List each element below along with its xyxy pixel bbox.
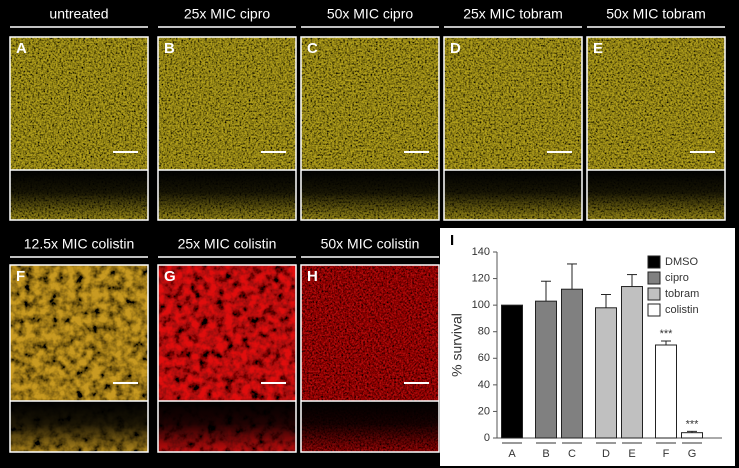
panel-frame — [300, 264, 440, 453]
panel-letter: B — [164, 40, 175, 57]
side-view-shade — [10, 401, 148, 452]
panel-frame — [157, 264, 297, 453]
panel-letter: C — [307, 40, 318, 57]
y-tick-label: 120 — [472, 272, 490, 284]
x-tick-label: C — [568, 448, 576, 460]
legend-label: colistin — [665, 304, 699, 316]
y-tick-label: 20 — [478, 405, 490, 417]
y-tick-label: 140 — [472, 246, 490, 258]
micrograph — [158, 265, 296, 401]
micrograph — [10, 265, 148, 401]
legend-label: tobram — [665, 288, 699, 300]
x-tick-label: B — [542, 448, 549, 460]
panel-frame — [443, 36, 583, 221]
bar — [621, 286, 643, 439]
panel-letter: A — [16, 40, 27, 57]
panel-letter: G — [164, 268, 176, 285]
side-view-shade — [301, 401, 439, 452]
panel-title: 25x MIC colistin — [178, 236, 277, 252]
y-tick-label: 80 — [478, 326, 490, 338]
legend-swatch — [647, 287, 661, 301]
micrograph — [587, 37, 725, 170]
micrograph — [444, 37, 582, 170]
panel-title: 25x MIC tobram — [463, 6, 563, 22]
legend-label: cipro — [665, 272, 689, 284]
panel-frame — [9, 36, 149, 221]
side-view-shade — [10, 170, 148, 220]
panel-title: 25x MIC cipro — [184, 6, 271, 22]
y-axis-label: % survival — [449, 313, 465, 377]
side-view-shade — [301, 170, 439, 220]
x-tick-label: G — [688, 448, 697, 460]
micrograph — [301, 37, 439, 170]
legend-swatch — [647, 255, 661, 269]
side-view-shade — [444, 170, 582, 220]
legend-swatch — [647, 271, 661, 285]
y-tick-label: 100 — [472, 299, 490, 311]
panel-title: 50x MIC cipro — [327, 6, 414, 22]
chart-panel-letter: I — [450, 232, 454, 249]
legend-swatch — [647, 303, 661, 317]
panel-title: 12.5x MIC colistin — [24, 236, 134, 252]
panel-letter: F — [16, 268, 25, 285]
panel-title: untreated — [49, 6, 108, 22]
legend-label: DMSO — [665, 256, 698, 268]
significance: *** — [686, 418, 700, 430]
bar — [655, 344, 677, 439]
significance: *** — [660, 328, 674, 340]
side-view-shade — [158, 170, 296, 220]
panel-letter: D — [450, 40, 461, 57]
bar — [561, 288, 583, 439]
x-tick-label: A — [508, 448, 516, 460]
x-tick-label: D — [602, 448, 610, 460]
micrograph — [301, 265, 439, 401]
panel-title: 50x MIC colistin — [321, 236, 420, 252]
side-view-shade — [158, 401, 296, 452]
panel-frame — [586, 36, 726, 221]
y-tick-label: 40 — [478, 379, 490, 391]
bar — [681, 432, 703, 439]
x-tick-label: F — [663, 448, 670, 460]
chart-background — [440, 228, 735, 466]
panel-title: 50x MIC tobram — [606, 6, 706, 22]
y-tick-label: 0 — [484, 432, 490, 444]
side-view-shade — [587, 170, 725, 220]
bar — [501, 304, 523, 439]
panel-frame — [157, 36, 297, 221]
micrograph — [10, 37, 148, 170]
panel-letter: H — [307, 268, 318, 285]
micrograph — [158, 37, 296, 170]
panel-frame — [9, 264, 149, 453]
bar — [595, 307, 617, 439]
panel-frame — [300, 36, 440, 221]
x-tick-label: E — [628, 448, 635, 460]
y-tick-label: 60 — [478, 352, 490, 364]
bar — [535, 300, 557, 439]
panel-letter: E — [593, 40, 603, 57]
